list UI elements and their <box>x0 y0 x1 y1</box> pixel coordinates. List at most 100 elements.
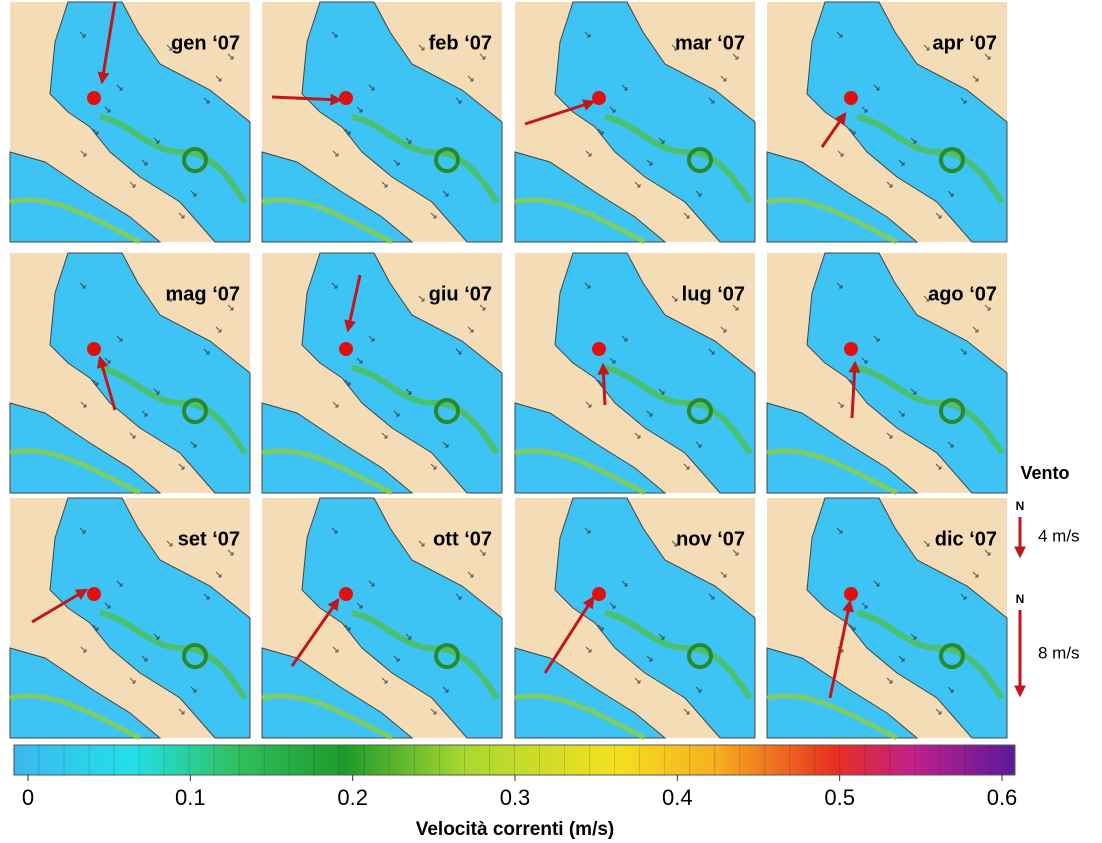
flow-arrow <box>910 137 917 144</box>
flow-arrow <box>849 128 856 135</box>
flow-arrow <box>381 677 388 684</box>
panel-label: lug ‘07 <box>682 283 745 305</box>
flow-arrow <box>215 75 222 82</box>
flow-arrow <box>646 655 653 662</box>
current <box>261 448 394 496</box>
current <box>604 114 753 204</box>
flow-arrow <box>129 432 136 439</box>
map-panel: mar ‘07 <box>514 1 756 245</box>
wind-speed-label: 4 m/s <box>1038 526 1080 545</box>
flow-arrow <box>597 624 604 631</box>
current <box>351 365 500 455</box>
flow-arrow <box>609 357 616 364</box>
flow-arrow <box>972 75 979 82</box>
flow-arrow <box>467 571 474 578</box>
flow-arrow <box>92 379 99 386</box>
flow-arrow <box>720 571 727 578</box>
flow-arrow <box>203 348 210 355</box>
flow-arrow <box>178 463 185 470</box>
flow-arrow <box>621 84 628 91</box>
flow-arrow <box>331 31 338 38</box>
flow-arrow <box>708 593 715 600</box>
flow-arrow <box>695 686 702 693</box>
current <box>351 114 500 204</box>
map-panel: feb ‘07 <box>261 1 503 245</box>
wind-speed-label: 8 m/s <box>1038 643 1080 662</box>
flow-arrow <box>80 401 87 408</box>
flow-arrow <box>79 282 86 289</box>
wind-arrow <box>820 112 847 148</box>
flow-arrow <box>947 686 954 693</box>
station <box>844 91 858 105</box>
flow-arrow <box>720 75 727 82</box>
flow-arrow <box>344 128 351 135</box>
current <box>9 197 142 245</box>
sea <box>49 252 251 494</box>
flow-arrow <box>344 624 351 631</box>
panel-label: apr ‘07 <box>933 32 997 54</box>
flow-arrow <box>886 181 893 188</box>
map-panel: dic ‘07 <box>766 497 1008 741</box>
panel-label: ago ‘07 <box>928 283 997 305</box>
sea <box>49 1 251 243</box>
flow-arrow <box>658 633 665 640</box>
current <box>99 610 248 700</box>
eddy <box>434 643 460 669</box>
flow-arrow <box>960 348 967 355</box>
current <box>514 197 647 245</box>
flow-arrow <box>671 295 678 302</box>
sea <box>514 402 667 494</box>
wind-arrow <box>290 598 340 667</box>
station <box>592 91 606 105</box>
flow-arrow <box>442 686 449 693</box>
colorbar-tick-label: 0.6 <box>987 785 1018 810</box>
flow-arrow <box>683 212 690 219</box>
flow-arrow <box>646 159 653 166</box>
map-panel: giu ‘07 <box>261 252 503 496</box>
flow-arrow <box>621 580 628 587</box>
flow-arrow <box>935 708 942 715</box>
flow-arrow <box>332 401 339 408</box>
flow-arrow <box>418 295 425 302</box>
current <box>514 448 647 496</box>
flow-arrow <box>732 53 739 60</box>
flow-arrow <box>584 527 591 534</box>
flow-arrow <box>104 106 111 113</box>
flow-arrow <box>671 44 678 51</box>
flow-arrow <box>898 410 905 417</box>
flow-arrow <box>153 633 160 640</box>
current <box>99 365 248 455</box>
map-panel: ago ‘07 <box>766 252 1008 496</box>
panel-label: dic ‘07 <box>935 528 997 550</box>
wind-arrow <box>96 355 117 411</box>
flow-arrow <box>836 31 843 38</box>
flow-arrow <box>479 304 486 311</box>
eddy <box>687 398 713 424</box>
current <box>261 197 394 245</box>
flow-arrow <box>910 388 917 395</box>
current <box>9 448 142 496</box>
flow-arrow <box>658 388 665 395</box>
flow-arrow <box>479 549 486 556</box>
wind-arrow <box>271 93 343 106</box>
flow-arrow <box>227 549 234 556</box>
map-panel: apr ‘07 <box>766 1 1008 245</box>
station <box>339 91 353 105</box>
wind-arrow <box>543 595 595 674</box>
flow-arrow <box>646 410 653 417</box>
colorbar-tick-label: 0.3 <box>500 785 531 810</box>
flow-arrow <box>344 379 351 386</box>
flow-arrow <box>153 388 160 395</box>
flow-arrow <box>732 549 739 556</box>
flow-arrow <box>368 84 375 91</box>
station <box>592 342 606 356</box>
flow-arrow <box>455 593 462 600</box>
flow-arrow <box>467 326 474 333</box>
wind-arrow <box>97 1 117 85</box>
flow-arrow <box>405 633 412 640</box>
eddy <box>939 398 965 424</box>
wind-title: Vento <box>1020 463 1069 483</box>
flow-arrow <box>585 150 592 157</box>
wind-arrow <box>848 360 861 419</box>
